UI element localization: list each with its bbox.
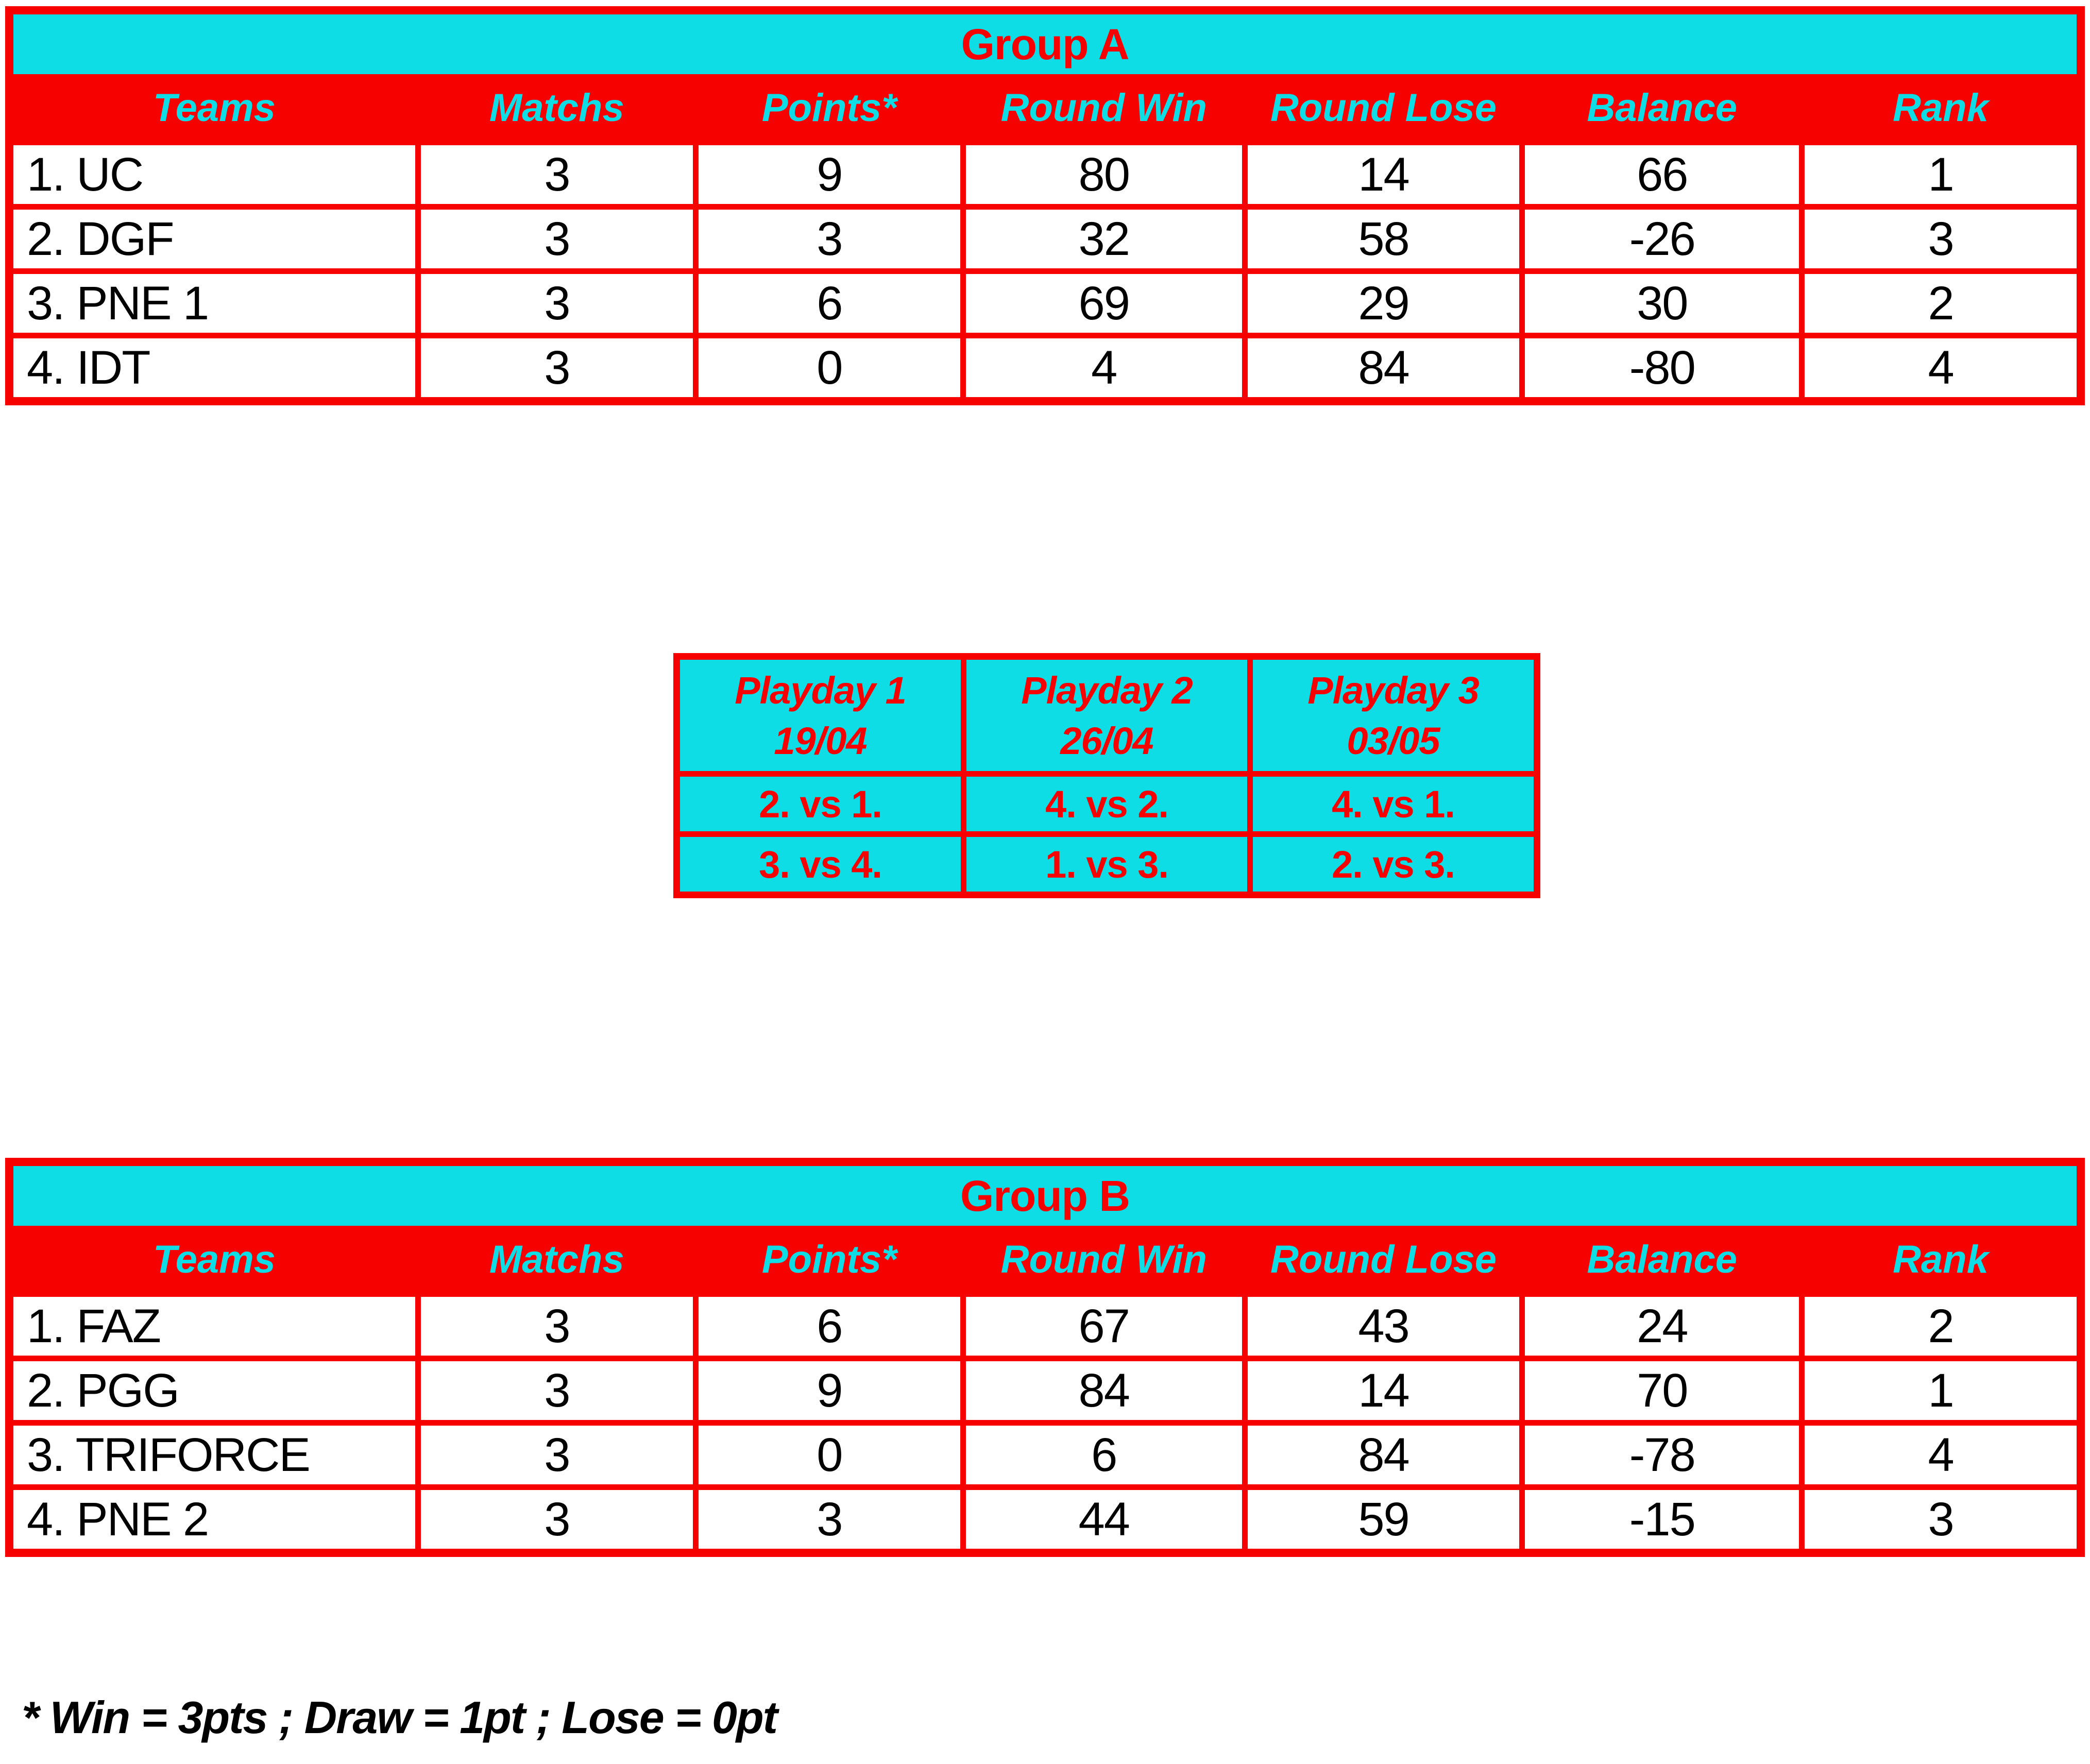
round-win-cell: 32 [965, 210, 1242, 268]
matchs-cell: 3 [420, 338, 693, 397]
col-header-balance: Balance [1587, 1237, 1738, 1281]
balance-cell: 66 [1525, 145, 1799, 204]
group-b-title: Group B [13, 1166, 2077, 1226]
group-a-table: Group A Teams Matchs Points* Round Win R… [5, 6, 2085, 405]
col-header-teams: Teams [152, 1237, 276, 1281]
match-cell: 1. vs 3. [966, 837, 1247, 892]
round-win-cell: 6 [965, 1426, 1242, 1484]
matchs-cell: 3 [420, 1297, 693, 1356]
col-header-balance: Balance [1587, 85, 1738, 130]
col-header-teams: Teams [152, 85, 276, 130]
playday-2-header: Playday 2 26/04 [966, 660, 1247, 771]
team-name-cell: 3. TRIFORCE [13, 1426, 415, 1484]
match-cell: 3. vs 4. [680, 837, 961, 892]
round-lose-cell: 58 [1247, 210, 1520, 268]
points-cell: 3 [698, 210, 960, 268]
team-name-cell: 1. UC [13, 145, 415, 204]
matchs-cell: 3 [420, 145, 693, 204]
points-cell: 9 [698, 145, 960, 204]
balance-cell: -80 [1525, 338, 1799, 397]
col-header-points: Points* [761, 85, 897, 130]
team-name-cell: 2. PGG [13, 1361, 415, 1420]
match-cell: 4. vs 2. [966, 777, 1247, 831]
round-lose-cell: 43 [1247, 1297, 1520, 1356]
col-header-round-lose: Round Lose [1270, 1237, 1497, 1281]
matchs-cell: 3 [420, 274, 693, 333]
balance-cell: 24 [1525, 1297, 1799, 1356]
match-cell: 2. vs 3. [1253, 837, 1534, 892]
match-cell: 2. vs 1. [680, 777, 961, 831]
balance-cell: 30 [1525, 274, 1799, 333]
rank-cell: 4 [1805, 338, 2077, 397]
round-win-cell: 44 [965, 1490, 1242, 1549]
col-header-round-win: Round Win [1000, 1237, 1207, 1281]
balance-cell: -15 [1525, 1490, 1799, 1549]
points-cell: 0 [698, 338, 960, 397]
group-a-header-row: Teams Matchs Points* Round Win Round Los… [13, 74, 2077, 145]
balance-cell: -78 [1525, 1426, 1799, 1484]
rank-cell: 1 [1805, 145, 2077, 204]
points-cell: 0 [698, 1426, 960, 1484]
balance-cell: -26 [1525, 210, 1799, 268]
playday-1-header: Playday 1 19/04 [680, 660, 961, 771]
points-cell: 6 [698, 274, 960, 333]
rank-cell: 1 [1805, 1361, 2077, 1420]
match-cell: 4. vs 1. [1253, 777, 1534, 831]
scoring-footnote: * Win = 3pts ; Draw = 1pt ; Lose = 0pt [22, 1692, 778, 1743]
playday-date: 19/04 [774, 719, 867, 762]
rank-cell: 2 [1805, 274, 2077, 333]
team-name-cell: 4. IDT [13, 338, 415, 397]
col-header-round-win: Round Win [1000, 85, 1207, 130]
round-win-cell: 69 [965, 274, 1242, 333]
matchs-cell: 3 [420, 210, 693, 268]
playday-name: Playday 1 [735, 669, 906, 712]
round-lose-cell: 14 [1247, 145, 1520, 204]
round-win-cell: 84 [965, 1361, 1242, 1420]
col-header-matchs: Matchs [489, 85, 624, 130]
points-cell: 6 [698, 1297, 960, 1356]
col-header-round-lose: Round Lose [1270, 85, 1497, 130]
team-name-cell: 2. DGF [13, 210, 415, 268]
round-win-cell: 4 [965, 338, 1242, 397]
rank-cell: 3 [1805, 1490, 2077, 1549]
team-name-cell: 3. PNE 1 [13, 274, 415, 333]
rank-cell: 2 [1805, 1297, 2077, 1356]
col-header-matchs: Matchs [489, 1237, 624, 1281]
matchs-cell: 3 [420, 1361, 693, 1420]
points-cell: 3 [698, 1490, 960, 1549]
balance-cell: 70 [1525, 1361, 1799, 1420]
col-header-rank: Rank [1893, 85, 1989, 130]
team-name-cell: 4. PNE 2 [13, 1490, 415, 1549]
round-lose-cell: 84 [1247, 338, 1520, 397]
playday-name: Playday 3 [1307, 669, 1479, 712]
group-b-body: 1. FAZ 3 6 67 43 24 2 2. PGG 3 9 84 14 7… [13, 1297, 2077, 1549]
rank-cell: 4 [1805, 1426, 2077, 1484]
col-header-points: Points* [761, 1237, 897, 1281]
group-a-title: Group A [13, 14, 2077, 74]
round-lose-cell: 14 [1247, 1361, 1520, 1420]
col-header-rank: Rank [1893, 1237, 1989, 1281]
playday-date: 26/04 [1060, 719, 1153, 762]
group-a-body: 1. UC 3 9 80 14 66 1 2. DGF 3 3 32 58 -2… [13, 145, 2077, 397]
round-lose-cell: 84 [1247, 1426, 1520, 1484]
matchs-cell: 3 [420, 1490, 693, 1549]
round-win-cell: 67 [965, 1297, 1242, 1356]
playday-date: 03/05 [1347, 719, 1440, 762]
points-cell: 9 [698, 1361, 960, 1420]
playday-3-header: Playday 3 03/05 [1253, 660, 1534, 771]
round-lose-cell: 29 [1247, 274, 1520, 333]
group-b-header-row: Teams Matchs Points* Round Win Round Los… [13, 1226, 2077, 1297]
rank-cell: 3 [1805, 210, 2077, 268]
matchs-cell: 3 [420, 1426, 693, 1484]
team-name-cell: 1. FAZ [13, 1297, 415, 1356]
round-lose-cell: 59 [1247, 1490, 1520, 1549]
round-win-cell: 80 [965, 145, 1242, 204]
playday-schedule-table: Playday 1 19/04 Playday 2 26/04 Playday … [673, 653, 1540, 898]
group-b-table: Group B Teams Matchs Points* Round Win R… [5, 1158, 2085, 1557]
playday-name: Playday 2 [1021, 669, 1193, 712]
